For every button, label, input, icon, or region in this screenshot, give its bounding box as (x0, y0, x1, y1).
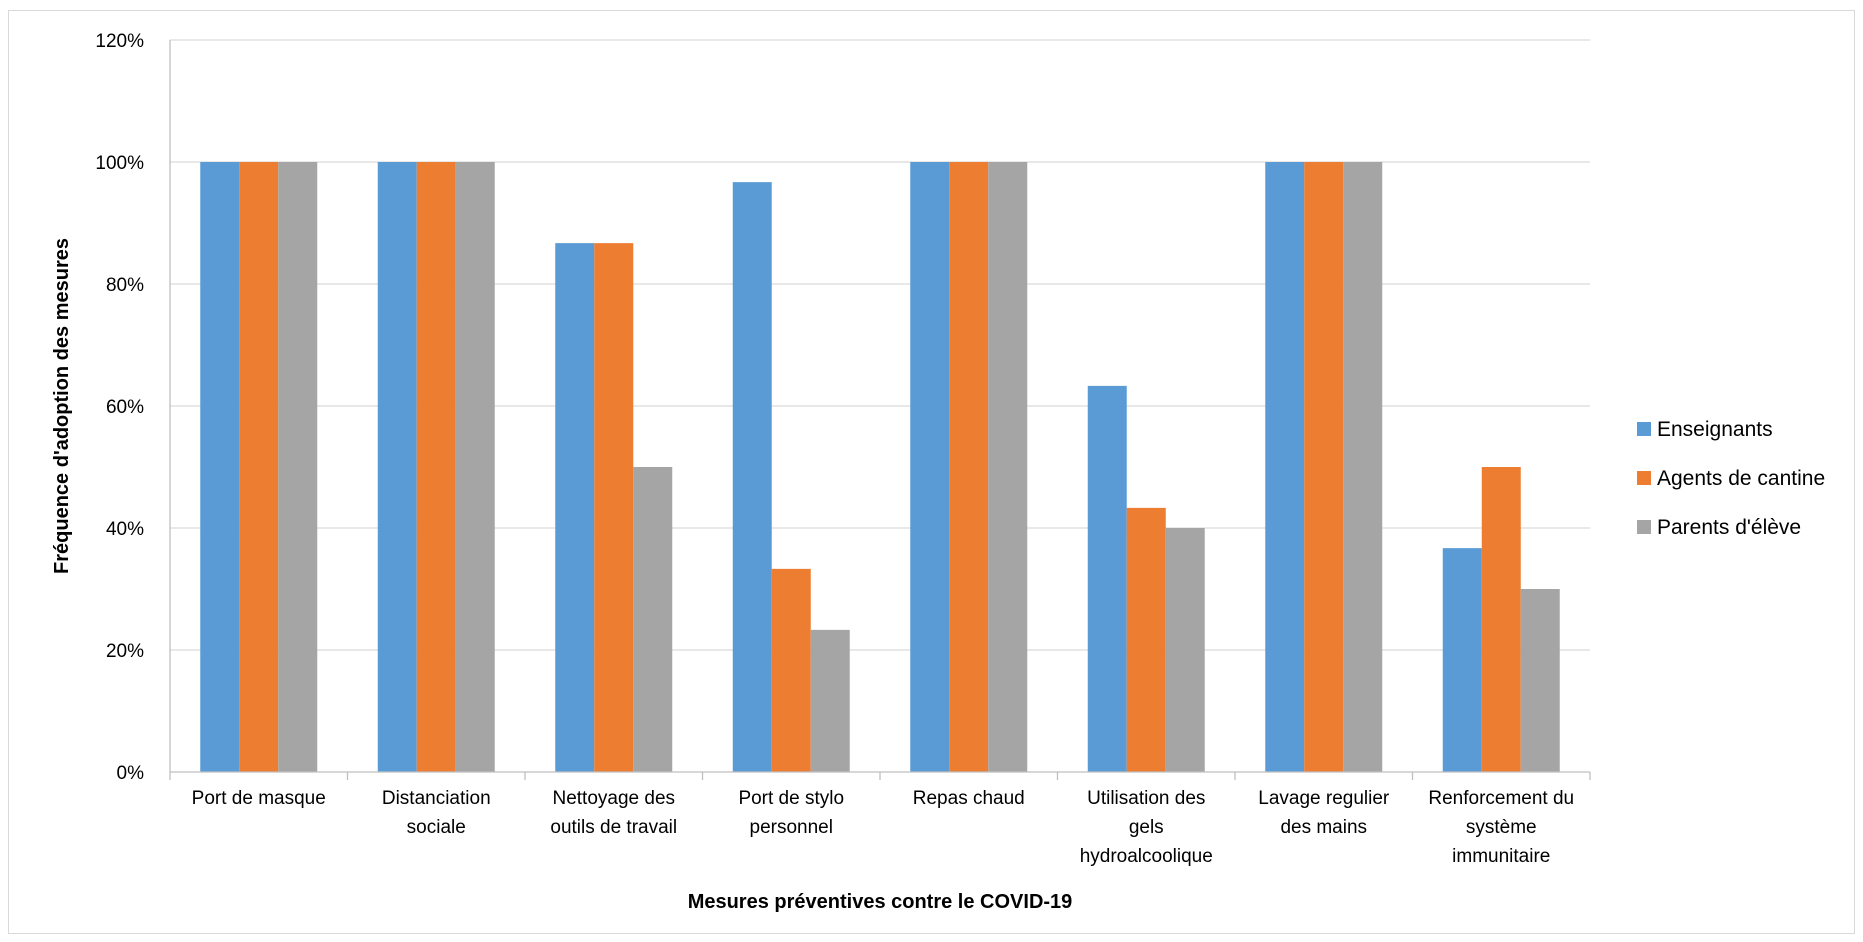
bar (771, 568, 811, 772)
y-axis-ticks: 0% 20% 40% 60% 80% 100% 120% (95, 31, 144, 784)
y-tick-label: 40% (106, 519, 144, 540)
y-axis-title: Fréquence d'adoption des mesures (51, 238, 73, 574)
x-tick-label: Nettoyage des outils de travail (550, 788, 677, 838)
axes (169, 40, 1591, 780)
x-axis-title: Mesures préventives contre le COVID-19 (688, 891, 1073, 913)
y-tick-label: 0% (117, 763, 145, 784)
bar (732, 182, 772, 772)
x-tick-label: Renforcement du système immunitaire (1428, 788, 1574, 867)
x-tick-label: Port de stylo personnel (738, 788, 844, 838)
y-tick-label: 20% (106, 641, 144, 662)
bar (910, 162, 950, 772)
bar (1087, 385, 1127, 772)
bar (1442, 548, 1482, 772)
legend-label: Parents d'élève (1657, 516, 1801, 539)
legend-swatch (1637, 471, 1651, 485)
x-tick-label: Lavage regulier des mains (1258, 788, 1390, 838)
x-tick-label: Port de masque (192, 788, 326, 809)
bar (416, 162, 456, 772)
y-tick-label: 100% (95, 153, 144, 174)
legend-swatch (1637, 520, 1651, 534)
bar (1265, 162, 1305, 772)
bar (239, 162, 279, 772)
bar (1520, 589, 1560, 772)
bar (594, 243, 634, 772)
legend: Enseignants Agents de cantine Parents d'él… (1637, 418, 1825, 539)
y-tick-label: 120% (95, 31, 144, 52)
bars (200, 162, 1560, 772)
bar (633, 467, 673, 772)
bar (377, 162, 417, 772)
bar (1343, 162, 1383, 772)
bar (810, 629, 850, 772)
bar (1126, 507, 1166, 772)
y-tick-label: 60% (106, 397, 144, 418)
bar (1165, 528, 1205, 772)
bar (1304, 162, 1344, 772)
legend-label: Agents de cantine (1657, 467, 1825, 490)
x-axis-ticks: Port de masque Distanciation sociale Nettoy… (192, 788, 1574, 867)
x-tick-label: Utilisation des gels hydroalcoolique (1080, 788, 1213, 867)
legend-swatch (1637, 422, 1651, 436)
bar (455, 162, 495, 772)
x-tick-label: Repas chaud (913, 788, 1025, 809)
bar (200, 162, 240, 772)
y-tick-label: 80% (106, 275, 144, 296)
x-tick-label: Distanciation sociale (382, 788, 491, 838)
bar (278, 162, 318, 772)
legend-label: Enseignants (1657, 418, 1773, 441)
bar (949, 162, 989, 772)
bar (1481, 467, 1521, 772)
bar (988, 162, 1028, 772)
bar (555, 243, 595, 772)
